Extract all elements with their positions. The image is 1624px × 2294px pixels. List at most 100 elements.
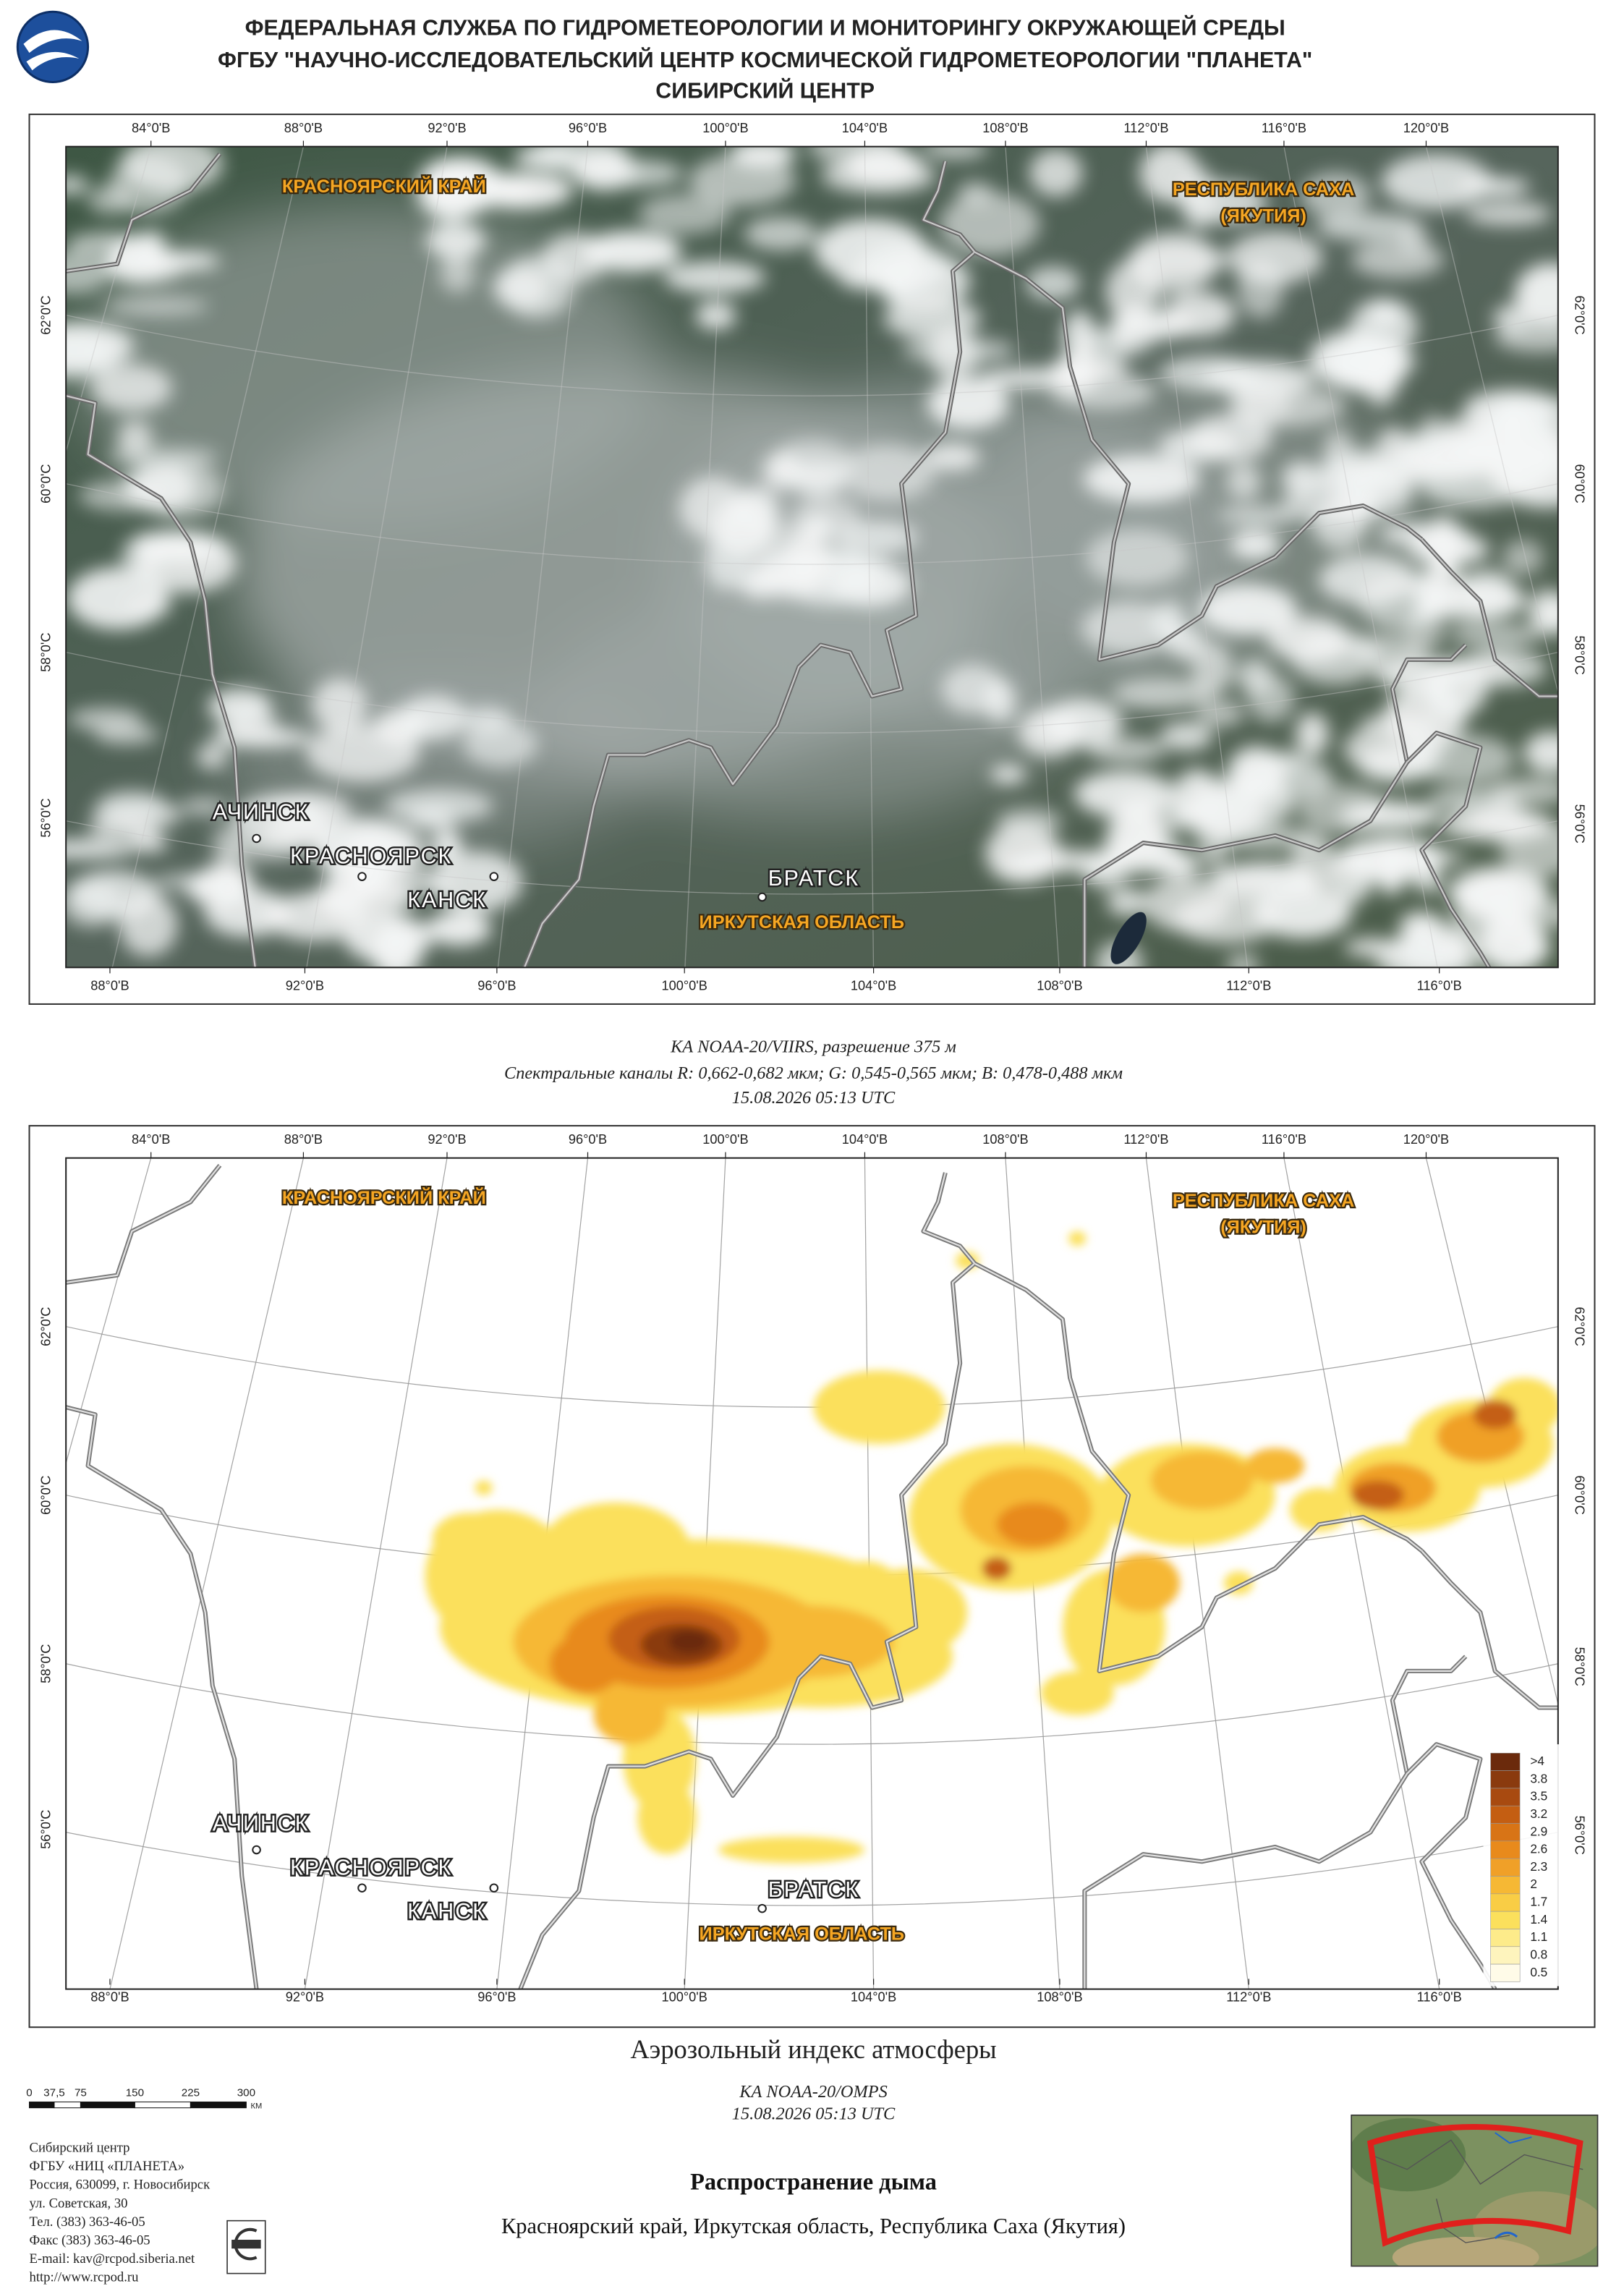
legend-label: 3.2 [1530,1806,1547,1821]
cloud [1160,355,1257,392]
scale-label: 0 [26,2086,32,2099]
cloud [195,744,229,770]
top-tick-label: 100°0'В [702,120,748,135]
smoke-area [668,1630,710,1654]
cloud [820,157,937,195]
legend-swatch [1490,1929,1521,1947]
cloud [1227,746,1286,800]
smoke-area [1040,1670,1114,1715]
region-label: КРАСНОЯРСКИЙ КРАЙ [282,1186,486,1208]
cloud [1198,584,1298,635]
cloud [1318,554,1418,605]
legend-label: 3.8 [1530,1771,1547,1785]
legend-swatch [1490,1963,1521,1982]
aerosol-caption: КА NOAA-20/OMPS [739,2082,887,2102]
border [66,395,256,968]
cloud [426,911,492,946]
cloud [1448,622,1542,648]
cloud [1253,886,1353,939]
cloud [1359,713,1445,734]
bottom-tick-label: 112°0'В [1226,1989,1271,2005]
cloud [984,679,1016,724]
city-marker [252,833,261,844]
bottom-tick-label: 100°0'В [661,977,707,993]
organization-line: Факс (383) 363-46-05 [30,2233,150,2248]
border [1421,1550,1558,1709]
cloud [1087,737,1167,762]
region-label: ИРКУТСКАЯ ОБЛАСТЬ [700,1924,905,1944]
border [1084,1655,1466,1989]
cloud [1295,712,1330,757]
city-label: КАНСК [407,1899,487,1924]
cloud [430,851,523,913]
bottom-tick-label: 104°0'В [851,977,896,993]
aerosol-title: Аэрозольный индекс атмосферы [630,2035,996,2064]
scale-label: 37,5 [43,2086,65,2099]
legend-swatch [1490,1858,1521,1877]
meridian [1283,1157,1440,1989]
cloud [425,223,486,259]
left-tick-label: 60°0'С [38,464,54,503]
border [974,251,1423,660]
cloud [1301,172,1371,218]
border [1406,1743,1496,1989]
cloud [788,461,847,496]
top-tick-label: 116°0'В [1262,1131,1306,1147]
bottom-tick-label: 116°0'В [1417,1989,1462,2005]
header: ФЕДЕРАЛЬНАЯ СЛУЖБА ПО ГИДРОМЕТЕОРОЛОГИИ … [218,16,1312,103]
cloud [814,218,927,282]
top-tick-label: 100°0'В [702,1131,748,1147]
cloud [1437,935,1474,962]
cloud [1130,231,1218,294]
city-label: БРАТСК [768,866,859,891]
legend-label: 1.1 [1530,1929,1547,1944]
cloud [265,892,370,941]
cloud [1281,461,1322,496]
region-label: РЕСПУБЛИКА САХА [1173,179,1354,200]
border [1421,538,1558,697]
meridian [66,146,152,454]
cloud [122,463,197,511]
meridian [1145,1157,1249,1989]
cloud [1328,848,1374,904]
cloud [1085,528,1189,587]
cloud [1528,588,1558,636]
panel-frame [28,114,1596,1005]
cloud [1349,297,1418,357]
smoke-area [475,1480,493,1495]
border [523,161,976,968]
cloud [1160,721,1213,751]
cloud [94,724,159,744]
top-tick-label: 88°0'В [284,120,323,135]
meridian [1145,146,1249,968]
cloud [1351,240,1445,279]
smoke-area [718,1836,865,1864]
clouds [66,146,1558,968]
top-tick-label: 120°0'В [1403,1131,1449,1147]
bottom-tick-label: 96°0'В [477,1989,516,2005]
smoke-area [1351,1480,1405,1510]
smoke-area [593,1686,667,1745]
scale-label: 225 [182,2086,200,2099]
smoke-area [1246,1448,1305,1484]
meridian [304,1157,448,1989]
organization-line: ФГБУ «НИЦ «ПЛАНЕТА» [30,2159,185,2174]
right-tick-label: 56°0'С [1572,804,1587,844]
cloud [1158,428,1238,463]
cloud [1110,303,1157,355]
region-label: (ЯКУТИЯ) [1220,206,1306,226]
bottom-tick-label: 92°0'В [286,1989,324,2005]
cloud [1315,212,1423,242]
region-label: РЕСПУБЛИКА САХА [1173,1191,1354,1211]
meridian [497,146,589,968]
cloud [104,297,209,315]
top-tick-label: 120°0'В [1403,120,1449,135]
city-marker [489,1883,499,1893]
top-tick-label: 92°0'В [428,1131,466,1147]
scale-segment [54,2102,81,2109]
legend-swatch [1490,1911,1521,1929]
satellite-labels: 84°0'В 88°0'В 92°0'В 96°0'В 100°0'В 104°0'В 10… [38,120,1588,993]
parallel [66,483,1558,565]
right-tick-label: 60°0'С [1572,464,1587,503]
cloud [1409,734,1515,784]
